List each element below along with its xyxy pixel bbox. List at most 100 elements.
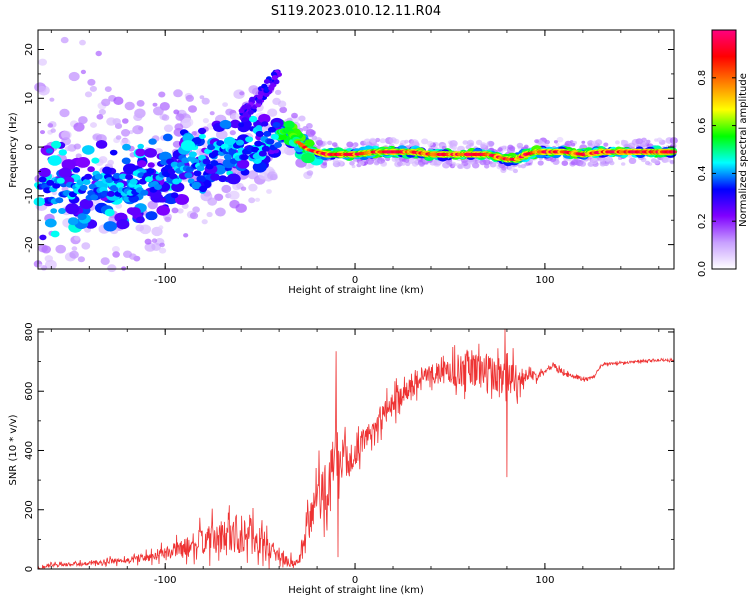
spectrogram-cell xyxy=(369,137,376,143)
spectrogram-cell xyxy=(251,146,260,153)
spectrogram-cell xyxy=(71,246,78,251)
x-tick-label: -100 xyxy=(154,275,177,286)
spectrogram-cell xyxy=(209,111,215,116)
spectrogram-cell xyxy=(104,208,115,217)
spectrogram-cell xyxy=(215,207,226,217)
spectrogram-cell xyxy=(603,142,609,147)
spectrogram-cell xyxy=(520,164,526,169)
spectrogram-cell xyxy=(241,117,248,123)
spectrogram-cell xyxy=(89,85,97,92)
spectrogram-cell xyxy=(615,140,620,145)
spectrogram-cell xyxy=(306,123,313,129)
snr-frame xyxy=(37,328,675,570)
spectrogram-cell xyxy=(55,197,64,204)
spectrogram-cell xyxy=(146,168,155,174)
spectrogram-cell xyxy=(653,159,660,165)
spectrogram-cell xyxy=(635,138,644,145)
spectrogram-cell xyxy=(79,39,86,46)
spectrogram-cell xyxy=(170,192,179,199)
spectrogram-cell xyxy=(81,242,91,250)
spectrogram-cell xyxy=(226,173,241,185)
spectrogram-cell xyxy=(601,161,606,166)
spectrogram-cell xyxy=(191,181,202,190)
spectrogram-cell xyxy=(298,115,306,122)
spectrogram-cell xyxy=(206,211,213,218)
x-tick-label: 0 xyxy=(352,575,358,586)
spectrogram-cell xyxy=(151,238,158,243)
spectrogram-cell xyxy=(173,109,180,115)
spectrogram-cell xyxy=(84,173,93,180)
spectrogram-cell xyxy=(201,97,210,105)
spectrogram-cell xyxy=(125,174,134,180)
spectrogram-cell xyxy=(105,177,114,184)
spectrogram-cell xyxy=(73,143,82,150)
snr-panel: -100 0 100 0 200 400 600 800 Height of straight… xyxy=(8,322,675,596)
spectrogram-cell xyxy=(306,170,314,176)
spectrogram-cell xyxy=(469,143,474,147)
spectrogram-cell xyxy=(151,242,162,251)
spectrogram-cell xyxy=(219,119,232,129)
spectrogram-cell xyxy=(252,161,267,173)
spectrogram-cell xyxy=(69,250,79,259)
spectrogram-cell xyxy=(177,208,184,214)
spectrogram-cell xyxy=(38,167,51,178)
spectrogram-cell xyxy=(267,108,278,117)
spectrogram-cell xyxy=(144,148,158,158)
spectrogram-cell xyxy=(405,161,411,167)
spectrogram-cell xyxy=(256,94,263,100)
spectrogram-cell xyxy=(270,133,279,140)
spectrogram-cell xyxy=(283,120,295,130)
spectrogram-cell xyxy=(263,92,270,98)
snr-xlabel: Height of straight line (km) xyxy=(288,585,424,596)
spectrogram-xlabel: Height of straight line (km) xyxy=(288,285,424,296)
spectrogram-cell xyxy=(82,145,95,155)
spectrogram-cell xyxy=(564,140,572,147)
spectrogram-cell xyxy=(189,212,199,220)
spectrogram-cell xyxy=(50,230,60,238)
y-tick-label: 0 xyxy=(24,144,35,150)
spectrogram-cell xyxy=(58,149,67,156)
spectrogram-cell xyxy=(49,97,55,102)
spectrogram-cell xyxy=(263,130,272,137)
spectrogram-cell xyxy=(322,161,328,166)
spectrogram-cell xyxy=(64,146,71,152)
spectrogram-cell xyxy=(254,197,261,202)
spectrogram-cell xyxy=(239,91,245,96)
spectrogram-cell xyxy=(159,242,165,248)
spectrogram-cell xyxy=(516,142,524,149)
spectrogram-cell xyxy=(102,166,112,175)
y-tick-label: 20 xyxy=(24,43,35,56)
colorbar-tick-label: 0.2 xyxy=(697,213,708,229)
spectrogram-cell xyxy=(427,140,434,146)
x-tick-label: -100 xyxy=(154,575,177,586)
spectrogram-cell xyxy=(52,182,61,189)
spectrogram-cell xyxy=(135,148,146,157)
spectrogram-cell xyxy=(238,122,245,128)
spectrogram-cell xyxy=(462,140,469,145)
spectrogram-cell xyxy=(180,140,196,151)
spectrogram-cell xyxy=(167,168,176,175)
spectrogram-cell xyxy=(403,158,410,163)
spectrogram-cell xyxy=(162,133,173,142)
spectrogram-cell xyxy=(106,190,115,197)
spectrogram-cell xyxy=(248,197,256,204)
spectrogram-cell xyxy=(305,128,316,137)
colorbar-ticks: 0.0 0.2 0.4 0.6 0.8 xyxy=(697,70,736,277)
spectrogram-cell xyxy=(301,152,315,164)
spectrogram-cell xyxy=(358,161,365,166)
spectrogram-cell xyxy=(235,203,247,213)
spectrogram-cell xyxy=(663,156,671,163)
spectrogram-cell xyxy=(256,98,262,104)
spectrogram-cell xyxy=(646,139,651,144)
spectrogram-cell xyxy=(159,247,167,254)
spectrogram-cell xyxy=(47,123,54,128)
spectrogram-cell xyxy=(628,157,637,164)
spectrogram-cell xyxy=(75,153,82,159)
spectrogram-cell xyxy=(512,168,519,174)
spectrogram-cell xyxy=(242,112,249,118)
spectrogram-cell xyxy=(228,190,240,200)
spectrogram-cell xyxy=(129,207,141,217)
spectrogram-cell xyxy=(669,160,674,164)
spectrogram-cell xyxy=(267,171,278,181)
